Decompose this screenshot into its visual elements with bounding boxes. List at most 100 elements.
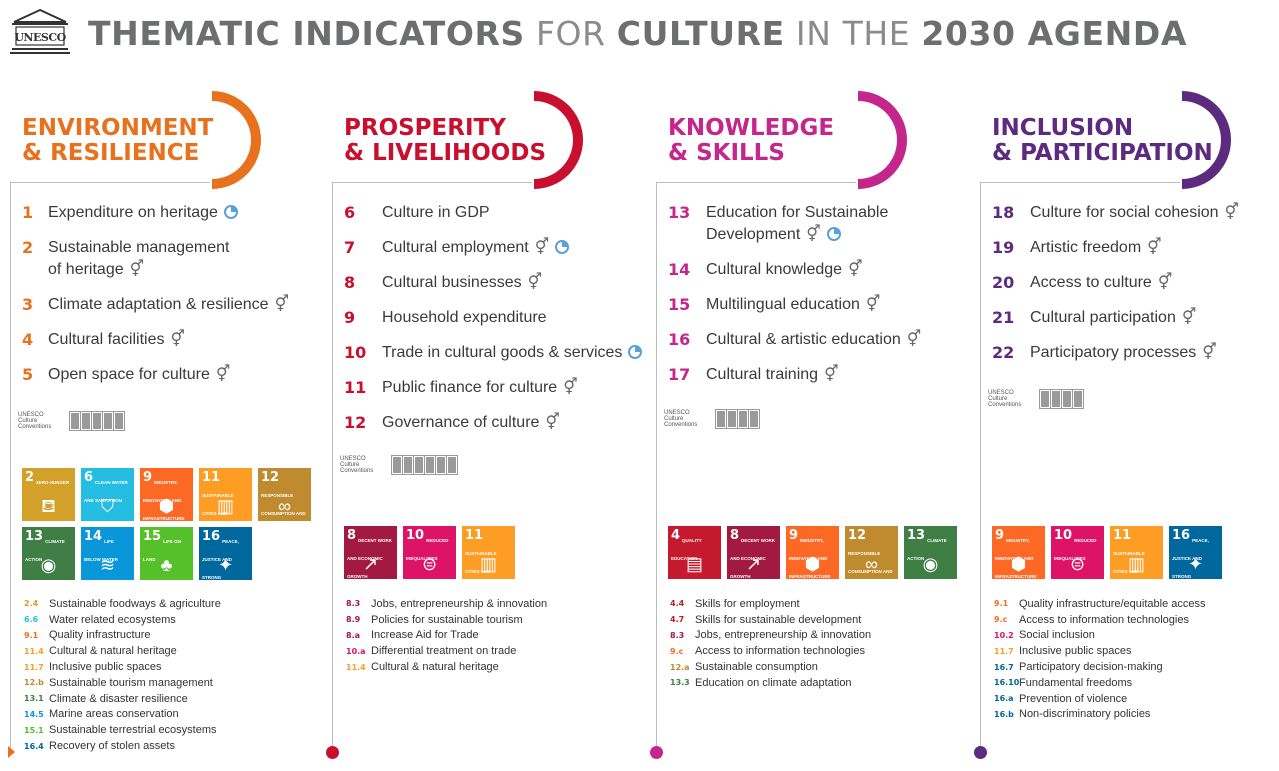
target-code: 9.c bbox=[670, 646, 684, 656]
sdg-icon: ◉ bbox=[922, 554, 939, 574]
sdg-tile: 11 Sustainable cities and communities▥ bbox=[1110, 526, 1163, 579]
sdg-target-list: 8.3 Jobs, entrepreneurship & innovation 8.… bbox=[346, 596, 547, 675]
sdg-target: 11.7 Inclusive public spaces bbox=[994, 643, 1205, 659]
sdg-icon: ✦ bbox=[217, 555, 234, 575]
sdg-title: Climate action bbox=[25, 539, 65, 562]
column-heading: INCLUSION & PARTICIPATION bbox=[992, 116, 1213, 166]
convention-icon bbox=[715, 409, 727, 429]
gender-icon: ⚥ bbox=[170, 331, 185, 348]
indicator-label-text-2: of heritage bbox=[48, 261, 124, 278]
target-text: Cultural & natural heritage bbox=[49, 645, 177, 658]
sdg-title: Life below water bbox=[84, 539, 118, 562]
target-text: Recovery of stolen assets bbox=[49, 740, 175, 753]
sdg-target-list: 2.4 Sustainable foodways & agriculture 6.6… bbox=[24, 596, 221, 754]
indicator-label: Climate adaptation & resilience ⚥ bbox=[48, 294, 289, 316]
indicator-list: 1 Expenditure on heritage 2 Sustainable man… bbox=[22, 202, 322, 399]
convention-icon bbox=[1050, 389, 1062, 409]
indicator-label-text: Cultural businesses bbox=[382, 274, 522, 291]
sdg-number: 9 bbox=[995, 528, 1005, 543]
indicator-item: 1 Expenditure on heritage bbox=[22, 202, 322, 224]
heading-line-1: PROSPERITY bbox=[344, 115, 506, 141]
sdg-tile: 11 Sustainable cities and communities▥ bbox=[199, 468, 252, 521]
sdg-icon: ⊜ bbox=[421, 554, 438, 574]
heading-arc bbox=[852, 90, 944, 190]
sdg-icon: ∞ bbox=[865, 554, 878, 574]
culture-conventions: UNESCO Culture Conventions bbox=[664, 409, 760, 429]
convention-icon bbox=[102, 411, 114, 431]
target-code: 16.7 bbox=[994, 662, 1014, 672]
sdg-target: 10.a Differential treatment on trade bbox=[346, 643, 547, 659]
sdg-number: 8 bbox=[730, 528, 740, 543]
indicator-number: 12 bbox=[344, 413, 367, 432]
sdg-target: 11.7 Inclusive public spaces bbox=[24, 659, 221, 675]
clock-icon bbox=[826, 227, 841, 241]
indicator-label: Governance of culture ⚥ bbox=[382, 412, 560, 434]
sdg-title: Climate action bbox=[907, 538, 947, 561]
gender-icon: ⚥ bbox=[563, 379, 578, 396]
target-code: 9.c bbox=[994, 615, 1008, 625]
indicator-number: 18 bbox=[992, 203, 1015, 222]
indicator-label-text: Climate adaptation & resilience bbox=[48, 296, 269, 313]
heading-underline bbox=[980, 182, 1180, 183]
target-code: 6.6 bbox=[24, 615, 39, 625]
target-text: Skills for sustainable development bbox=[695, 613, 862, 626]
indicator-label: Participatory processes ⚥ bbox=[1030, 342, 1217, 364]
target-text: Sustainable consumption bbox=[695, 661, 818, 674]
sdg-icon: ⊜ bbox=[1069, 554, 1086, 574]
sdg-tile: 13 Climate action ◉ bbox=[904, 526, 957, 579]
culture-conventions: UNESCO Culture Conventions bbox=[18, 411, 125, 431]
indicator-number: 13 bbox=[668, 203, 691, 222]
clock-icon bbox=[628, 345, 643, 359]
indicator-number: 8 bbox=[344, 273, 356, 292]
gender-icon: ⚥ bbox=[806, 226, 821, 243]
indicator-label: Multilingual education ⚥ bbox=[706, 294, 880, 316]
gender-icon: ⚥ bbox=[1157, 274, 1173, 291]
indicator-item: 12 Governance of culture ⚥ bbox=[344, 412, 644, 434]
sdg-title: Responsible consumption and production bbox=[848, 551, 893, 574]
convention-icon bbox=[446, 455, 458, 475]
indicator-label-text: Governance of culture bbox=[382, 414, 540, 431]
target-code: 12.a bbox=[670, 662, 690, 672]
sdg-target: 11.4 Cultural & natural heritage bbox=[346, 659, 547, 675]
target-code: 16.b bbox=[994, 709, 1014, 719]
target-code: 10.a bbox=[346, 646, 366, 656]
sdg-target: 16.4 Recovery of stolen assets bbox=[24, 738, 221, 754]
convention-icon bbox=[391, 455, 403, 475]
title-part: THEMATIC INDICATORS bbox=[88, 14, 525, 53]
sdg-target: 8.9 Policies for sustainable tourism bbox=[346, 612, 547, 628]
sdg-target: 12.a Sustainable consumption bbox=[670, 659, 871, 675]
sdg-icon: ▥ bbox=[479, 554, 498, 574]
indicator-number: 7 bbox=[344, 238, 356, 257]
indicator-label: Cultural participation ⚥ bbox=[1030, 307, 1196, 329]
indicator-item: 14 Cultural knowledge ⚥ bbox=[668, 259, 968, 281]
sdg-tile: 9 Industry, innovation and infrastructure… bbox=[140, 468, 193, 521]
sdg-tile: 15 Life on land ♣ bbox=[140, 527, 193, 580]
sdg-title: Life on land bbox=[143, 539, 181, 562]
sdg-target: 16.7 Participatory decision-making bbox=[994, 659, 1205, 675]
sdg-tile: 16Peace, justice and strong institutions… bbox=[199, 527, 252, 580]
indicator-label-text: Household expenditure bbox=[382, 309, 547, 326]
indicator-list: 18 Culture for social cohesion ⚥ 19 Artistic… bbox=[992, 202, 1279, 377]
sdg-title: Zero hunger bbox=[36, 480, 70, 485]
column-knowledge: KNOWLEDGE & SKILLS 13 Education for Sustain… bbox=[650, 90, 976, 771]
column-end-dot bbox=[650, 746, 663, 759]
sdg-tile: 9 Industry, innovation and infrastructure… bbox=[786, 526, 839, 579]
sdg-number: 10 bbox=[1054, 528, 1073, 543]
culture-conventions: UNESCO Culture Conventions bbox=[340, 455, 458, 475]
heading-line-2: & RESILIENCE bbox=[22, 140, 200, 166]
heading-line-1: ENVIRONMENT bbox=[22, 115, 214, 141]
heading-arc bbox=[528, 90, 620, 190]
sdg-number: 2 bbox=[25, 470, 35, 485]
indicator-label: Culture for social cohesion ⚥ bbox=[1030, 202, 1239, 224]
column-divider bbox=[10, 182, 11, 752]
svg-text:UNESCO: UNESCO bbox=[14, 31, 66, 44]
sdg-tile: 13 Climate action ◉ bbox=[22, 527, 75, 580]
sdg-number: 6 bbox=[84, 470, 94, 485]
target-code: 10.2 bbox=[994, 630, 1014, 640]
indicator-number: 6 bbox=[344, 203, 356, 222]
target-text: Inclusive public spaces bbox=[1019, 645, 1132, 658]
sdg-icon: ↗ bbox=[362, 554, 379, 574]
indicator-label: Cultural & artistic education ⚥ bbox=[706, 329, 921, 351]
sdg-tile: 8 Decent work and economic growth ↗ bbox=[727, 526, 780, 579]
sdg-title: Peace, justice and strong institutions bbox=[202, 539, 239, 580]
